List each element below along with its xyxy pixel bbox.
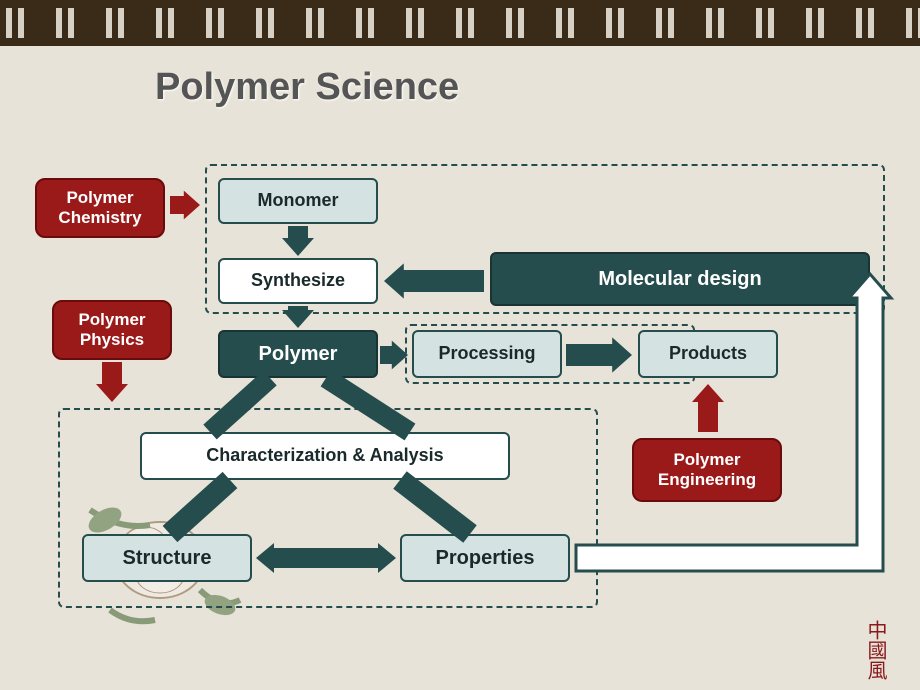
polyphys-box: Polymer Physics xyxy=(52,300,172,360)
page-title: Polymer Science xyxy=(155,66,459,109)
processing-box: Processing xyxy=(412,330,562,378)
chara-box: Characterization & Analysis xyxy=(140,432,510,480)
polymer-to-proc xyxy=(380,341,408,370)
decorative-border-top xyxy=(0,0,920,46)
products-box: Products xyxy=(638,330,778,378)
eng-to-prod xyxy=(692,384,724,432)
props-to-moldesign xyxy=(576,274,891,571)
watermark-seal: 中國風 xyxy=(861,620,890,680)
properties-box: Properties xyxy=(400,534,570,582)
chem-to-monomer xyxy=(170,191,200,220)
synthesize-box: Synthesize xyxy=(218,258,378,304)
structure-box: Structure xyxy=(82,534,252,582)
phys-to-bottom xyxy=(96,362,128,402)
polychem-box: Polymer Chemistry xyxy=(35,178,165,238)
polymer-box: Polymer xyxy=(218,330,378,378)
moldesign-box: Molecular design xyxy=(490,252,870,306)
polyeng-box: Polymer Engineering xyxy=(632,438,782,502)
monomer-box: Monomer xyxy=(218,178,378,224)
